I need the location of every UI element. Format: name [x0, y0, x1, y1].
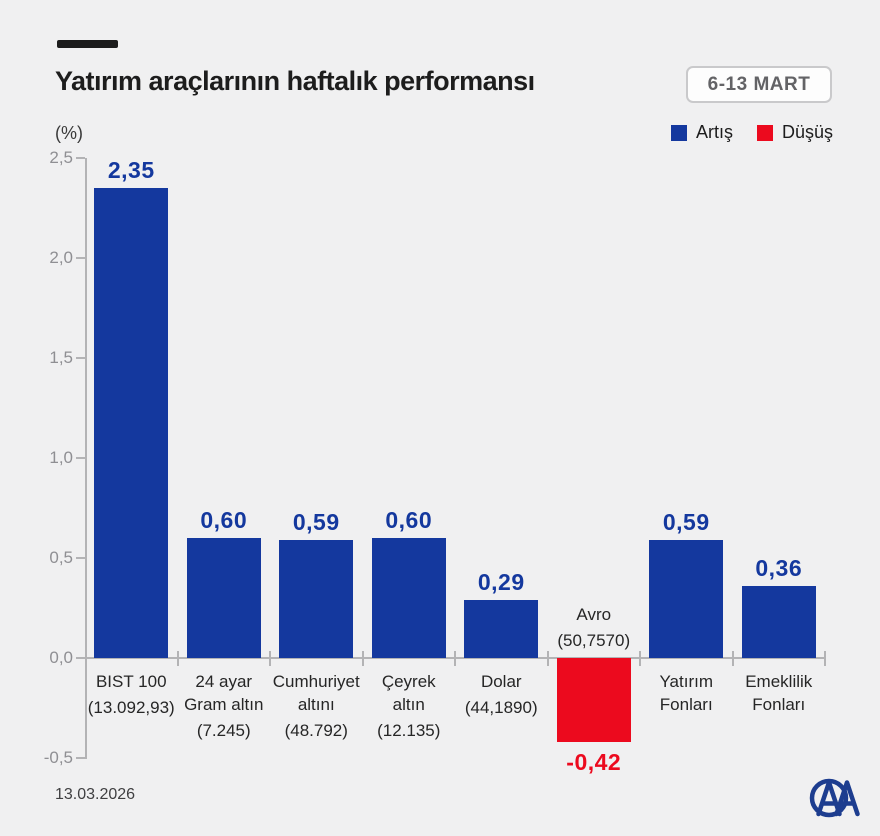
category-label: 24 ayar Gram altın (7.245) [159, 670, 289, 742]
plot-area: 2,5 2,0 1,5 1,0 0,5 0,0 -0,5 2,35 BIST 100 (13.09… [44, 148, 826, 775]
y-axis-tick-label: 0,5 [49, 548, 73, 567]
category-label-line: Emeklilik [745, 672, 813, 691]
y-axis-tick [76, 357, 85, 359]
category-sublabel: (50,7570) [557, 631, 631, 650]
category-label-line: Yatırım [659, 672, 714, 691]
category-label-line: Çeyrek [381, 672, 436, 691]
y-axis-tick [76, 257, 85, 259]
category-label: Çeyrek altın (12.135) [344, 670, 474, 742]
y-axis-tick-label: 2,5 [49, 148, 73, 167]
y-axis-tick-label: 1,5 [49, 348, 73, 367]
bar-value-label: -0,42 [566, 749, 622, 775]
category-label-line: altını [297, 695, 335, 714]
category-sublabel: (44,1890) [464, 698, 538, 717]
category-label: Avro (50,7570) [529, 603, 659, 652]
x-axis-tick [454, 651, 456, 666]
legend-item-dusus: Düşüş [756, 122, 833, 143]
bar [279, 540, 354, 658]
bar [556, 658, 631, 742]
y-axis-tick [76, 557, 85, 559]
legend-label: Artış [695, 122, 733, 142]
bar [464, 600, 539, 658]
bar [186, 538, 261, 658]
y-axis-tick-label: 0,0 [49, 648, 73, 667]
y-axis-tick-label: 1,0 [49, 448, 73, 467]
category-label: BIST 100 (13.092,93) [66, 670, 196, 719]
date-range-badge: 6-13 MART [686, 66, 832, 103]
y-axis-unit-label: (%) [55, 123, 83, 143]
bar-value-label: 0,59 [292, 509, 340, 535]
y-axis-tick [76, 757, 85, 759]
y-axis-tick-label: 2,0 [49, 248, 73, 267]
x-axis-tick [731, 651, 734, 666]
y-axis-tick-label: -0,5 [43, 748, 73, 767]
category-sublabel: (13.092,93) [87, 698, 175, 717]
category-label: Dolar (44,1890) [436, 670, 566, 719]
legend-swatch [670, 124, 687, 141]
category-label-line: Fonları [659, 695, 713, 714]
bar-value-label: 0,60 [200, 507, 248, 533]
bar-value-label: 0,59 [662, 509, 710, 535]
category-sublabel: (7.245) [196, 721, 251, 740]
chart-legend: Artış Düşüş [670, 122, 833, 143]
category-label: Yatırım Fonları [621, 670, 751, 716]
category-label-line: Cumhuriyet [272, 672, 360, 691]
legend-label: Düşüş [781, 122, 833, 142]
bar [741, 586, 816, 658]
x-axis-tick [269, 651, 271, 666]
x-axis-tick [639, 651, 641, 666]
page-title: Yatırım araçlarının haftalık performansı [55, 66, 535, 96]
legend-item-artis: Artış [670, 122, 733, 143]
bar-value-label: 0,29 [477, 569, 525, 595]
bar-value-label: 2,35 [107, 157, 155, 183]
category-label-line: Gram altın [184, 695, 264, 714]
y-axis-line [85, 158, 87, 759]
category-label: Cumhuriyet altını (48.792) [251, 670, 381, 742]
x-axis-tick [546, 651, 549, 666]
category-label: Emeklilik Fonları [714, 670, 844, 716]
legend-swatch [756, 124, 773, 141]
bar-value-label: 0,36 [755, 555, 803, 581]
category-label-line: Fonları [752, 695, 806, 714]
category-sublabel: (12.135) [377, 721, 441, 740]
bar [94, 188, 169, 658]
bar [649, 540, 724, 658]
bar [371, 538, 446, 658]
footer-date: 13.03.2026 [55, 786, 136, 803]
y-axis-tick [76, 657, 85, 659]
x-axis-tick [176, 651, 179, 666]
y-axis-tick [76, 157, 85, 159]
aa-anadolu-agency-logo [809, 778, 860, 818]
category-sublabel: (48.792) [284, 721, 348, 740]
title-accent-dash [57, 40, 118, 48]
category-label-line: BIST 100 [95, 672, 167, 691]
x-axis-tick [361, 651, 364, 666]
category-label-line: altın [392, 695, 425, 714]
y-axis-tick [76, 457, 85, 459]
category-label-line: 24 ayar [195, 672, 253, 691]
category-label-line: Avro [576, 605, 612, 624]
x-axis-tick [824, 651, 826, 666]
bar-value-label: 0,60 [385, 507, 433, 533]
category-label-line: Dolar [480, 672, 522, 691]
